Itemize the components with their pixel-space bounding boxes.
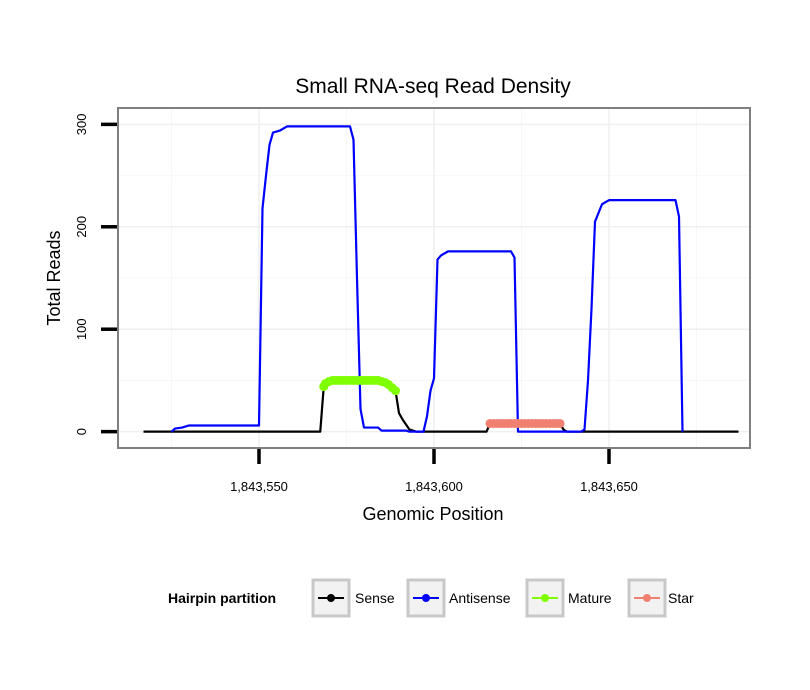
- legend: Hairpin partition Sense Antisense Mature St…: [168, 578, 694, 618]
- mature-legend-label: Mature: [568, 590, 612, 606]
- x-tick-label: 1,843,600: [405, 479, 463, 494]
- sense-line: [143, 386, 325, 433]
- legend-title: Hairpin partition: [168, 590, 276, 606]
- y-tick-label: 300: [74, 114, 89, 136]
- star-legend-marker: [643, 594, 651, 602]
- star-legend-label: Star: [668, 590, 694, 606]
- antisense-legend-marker: [422, 594, 430, 602]
- grid: [119, 109, 749, 447]
- antisense-line: [170, 125, 684, 433]
- y-tick-label: 0: [74, 428, 89, 435]
- x-tick-label: 1,843,650: [580, 479, 638, 494]
- x-tick-label: 1,843,550: [230, 479, 288, 494]
- x-axis-label: Genomic Position: [362, 504, 503, 524]
- sense-legend-label: Sense: [355, 590, 395, 606]
- antisense-legend-label: Antisense: [449, 590, 511, 606]
- sense-line: [394, 390, 492, 433]
- chart-title: Small RNA-seq Read Density: [295, 75, 571, 98]
- sense-legend-marker: [327, 594, 335, 602]
- y-axis-label: Total Reads: [44, 230, 64, 325]
- plot-panel-border: [117, 107, 751, 449]
- y-tick-label: 200: [74, 216, 89, 238]
- series-layer: [143, 125, 739, 433]
- y-tick-label: 100: [74, 318, 89, 340]
- star-point: [555, 418, 565, 428]
- mature-point: [391, 386, 400, 396]
- axes: 1,843,550 1,843,600 1,843,650 0 100 200 300: [74, 114, 638, 494]
- mature-legend-marker: [541, 594, 549, 602]
- sense-line: [559, 422, 739, 433]
